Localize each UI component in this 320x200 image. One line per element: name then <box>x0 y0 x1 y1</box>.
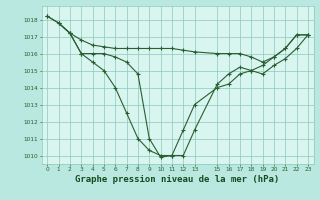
X-axis label: Graphe pression niveau de la mer (hPa): Graphe pression niveau de la mer (hPa) <box>76 175 280 184</box>
